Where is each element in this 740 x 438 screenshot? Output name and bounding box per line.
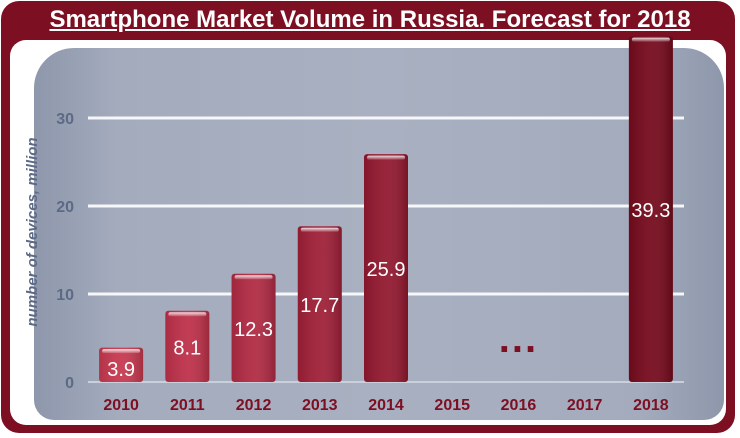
y-tick-label: 0	[65, 375, 74, 392]
bar-shade	[165, 310, 210, 382]
data-label: 39.3	[631, 200, 670, 222]
data-label: 17.7	[300, 295, 339, 317]
bar-shade	[628, 36, 673, 382]
y-tick-label: 20	[56, 199, 74, 216]
bar-highlight	[102, 349, 141, 354]
y-tick-label: 10	[56, 287, 74, 304]
data-label: 3.9	[107, 359, 135, 381]
data-label: 8.1	[173, 337, 201, 359]
x-tick-label: 2011	[170, 397, 205, 414]
bar-highlight	[367, 155, 405, 160]
bar-shade	[297, 226, 342, 382]
data-label: 25.9	[367, 259, 406, 281]
y-tick-label: 30	[56, 111, 74, 128]
x-tick-label: 2012	[236, 397, 272, 414]
gap-ellipsis: ...	[499, 317, 538, 361]
bar-highlight	[631, 37, 670, 42]
bar-highlight	[234, 275, 273, 280]
x-tick-label: 2017	[567, 397, 603, 414]
bar-shade	[364, 154, 408, 382]
x-tick-label: 2016	[501, 397, 537, 414]
chart-panel	[10, 40, 726, 425]
chart-title: Smartphone Market Volume in Russia. Fore…	[49, 6, 691, 33]
bar-shade	[99, 347, 144, 382]
data-label: 12.3	[234, 319, 273, 341]
x-tick-label: 2015	[434, 397, 470, 414]
bar-shade	[231, 273, 276, 382]
bar-highlight	[300, 227, 339, 232]
y-axis-label: number of devices, million	[24, 137, 41, 326]
x-tick-label: 2013	[302, 397, 338, 414]
x-tick-label: 2010	[103, 397, 139, 414]
x-tick-label: 2014	[368, 397, 404, 414]
x-tick-label: 2018	[633, 397, 669, 414]
bar-highlight	[168, 312, 207, 317]
